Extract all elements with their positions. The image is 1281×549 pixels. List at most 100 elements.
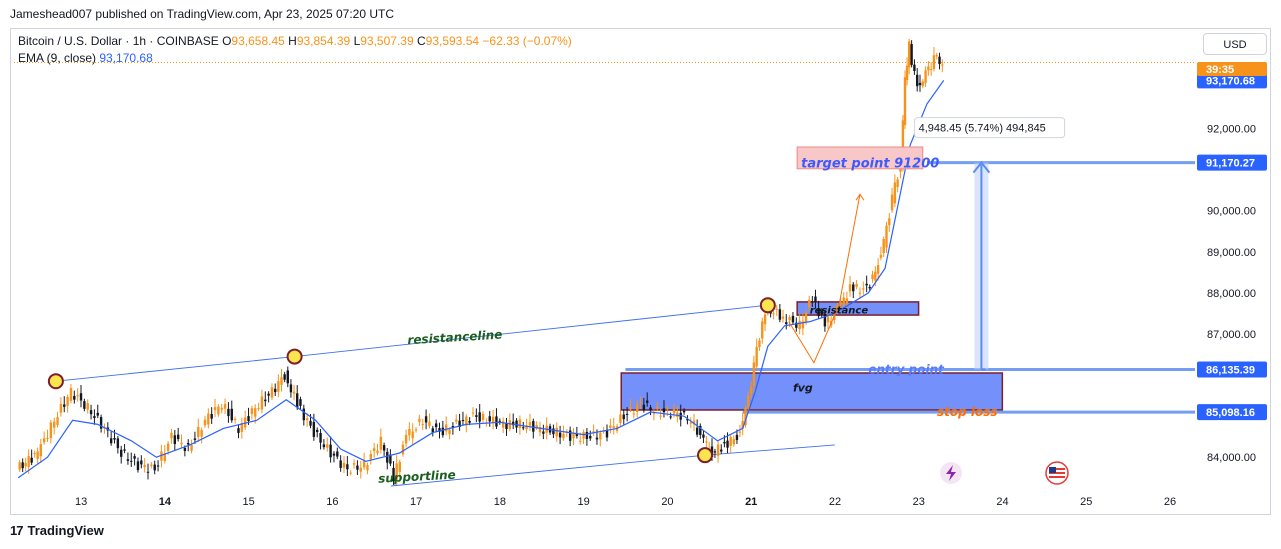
candle-body bbox=[542, 431, 545, 434]
stop-label: stop loss bbox=[937, 405, 998, 419]
brand-name: TradingView bbox=[27, 523, 104, 538]
ema-line bbox=[17, 80, 945, 479]
x-tick-label: 22 bbox=[829, 496, 841, 508]
candle-body bbox=[525, 425, 528, 430]
candle-body bbox=[785, 322, 788, 325]
price-tag-label: 93,170.68 bbox=[1206, 75, 1255, 87]
entry-label: entry point bbox=[868, 363, 945, 377]
candle-body bbox=[666, 408, 669, 410]
candle-body bbox=[807, 299, 811, 308]
candle-body bbox=[935, 55, 938, 57]
candle-body bbox=[662, 408, 666, 413]
candle-body bbox=[280, 377, 283, 385]
candle-body bbox=[220, 407, 223, 410]
candle-body bbox=[461, 420, 465, 422]
candle-body bbox=[39, 444, 43, 457]
ema-label[interactable]: EMA (9, close) bbox=[18, 51, 97, 65]
resistance-box bbox=[796, 301, 920, 316]
candle-body bbox=[312, 421, 316, 437]
candle-body bbox=[471, 412, 475, 414]
candle-body bbox=[210, 413, 213, 419]
candle-body bbox=[713, 451, 717, 453]
candle-body bbox=[924, 70, 927, 84]
candle-body bbox=[30, 457, 33, 463]
candle-body bbox=[903, 77, 907, 126]
candle-body bbox=[326, 444, 329, 448]
candle-body bbox=[296, 393, 299, 408]
candle-body bbox=[535, 425, 538, 428]
candle-body bbox=[207, 413, 210, 425]
candle-body bbox=[755, 346, 758, 367]
candle-body bbox=[428, 421, 431, 427]
candle-body bbox=[267, 393, 270, 396]
ohlc-close: 93,593.54 bbox=[425, 34, 480, 48]
symbol-name[interactable]: Bitcoin / U.S. Dollar · 1h · COINBASE bbox=[18, 34, 219, 48]
footer-brand[interactable]: 17 TradingView bbox=[10, 523, 104, 538]
candle-body bbox=[408, 428, 411, 436]
candle-body bbox=[568, 430, 572, 441]
candle-body bbox=[190, 444, 193, 451]
candle-body bbox=[772, 313, 775, 315]
pivot-circle bbox=[759, 297, 776, 314]
target-label: target point 91200 bbox=[801, 157, 939, 172]
candle-body bbox=[441, 427, 445, 436]
candle-body bbox=[495, 416, 498, 427]
candle-body bbox=[359, 467, 362, 472]
candle-body bbox=[871, 274, 874, 279]
price-tag bbox=[1197, 404, 1267, 421]
candle-body bbox=[346, 464, 349, 470]
candle-body bbox=[752, 362, 756, 387]
candle-body bbox=[260, 396, 264, 410]
x-tick-label: 24 bbox=[996, 496, 1008, 508]
candle-body bbox=[938, 56, 941, 65]
candle-body bbox=[498, 420, 502, 422]
candle-body bbox=[820, 310, 823, 315]
candle-body bbox=[123, 449, 126, 451]
candle-body bbox=[289, 384, 293, 393]
candle-body bbox=[532, 421, 535, 432]
candle-body bbox=[193, 438, 197, 440]
currency-button[interactable]: USD bbox=[1203, 33, 1267, 55]
candle-body bbox=[778, 309, 782, 320]
candle-body bbox=[729, 436, 732, 446]
candle-body bbox=[475, 415, 478, 417]
candle-body bbox=[56, 417, 59, 426]
candle-body bbox=[66, 396, 69, 406]
candle-body bbox=[213, 407, 217, 411]
ohlc-low: 93,507.39 bbox=[360, 34, 414, 48]
candle-body bbox=[848, 284, 852, 292]
candle-body bbox=[932, 55, 936, 70]
candle-body bbox=[150, 464, 153, 466]
candle-body bbox=[448, 429, 451, 435]
candle-body bbox=[888, 218, 891, 226]
candle-body bbox=[302, 408, 306, 421]
projection-arrow-head bbox=[855, 193, 865, 201]
candle-body bbox=[73, 395, 76, 400]
candle-body bbox=[876, 265, 880, 274]
candle-body bbox=[170, 432, 173, 439]
x-tick-label: 20 bbox=[661, 496, 673, 508]
candle-body bbox=[53, 421, 56, 428]
measure-box bbox=[914, 117, 1066, 139]
symbol-legend: Bitcoin / U.S. Dollar · 1h · COINBASE O9… bbox=[18, 34, 572, 48]
candle-body bbox=[769, 311, 772, 314]
x-tick-label: 13 bbox=[75, 496, 87, 508]
candle-body bbox=[133, 456, 136, 459]
candle-body bbox=[309, 420, 312, 426]
candle-body bbox=[720, 449, 723, 452]
candle-body bbox=[223, 403, 227, 409]
candle-body bbox=[585, 431, 589, 440]
candle-body bbox=[501, 421, 505, 428]
candle-body bbox=[686, 419, 689, 421]
candle-body bbox=[481, 413, 485, 420]
x-tick-label: 16 bbox=[326, 496, 338, 508]
candle-body bbox=[418, 418, 421, 422]
candle-body bbox=[156, 465, 160, 467]
x-tick-label: 14 bbox=[159, 496, 172, 508]
candle-body bbox=[356, 465, 359, 470]
candle-body bbox=[392, 467, 395, 482]
candle-body bbox=[735, 434, 739, 441]
candle-body bbox=[424, 416, 428, 423]
candle-body bbox=[264, 399, 267, 402]
